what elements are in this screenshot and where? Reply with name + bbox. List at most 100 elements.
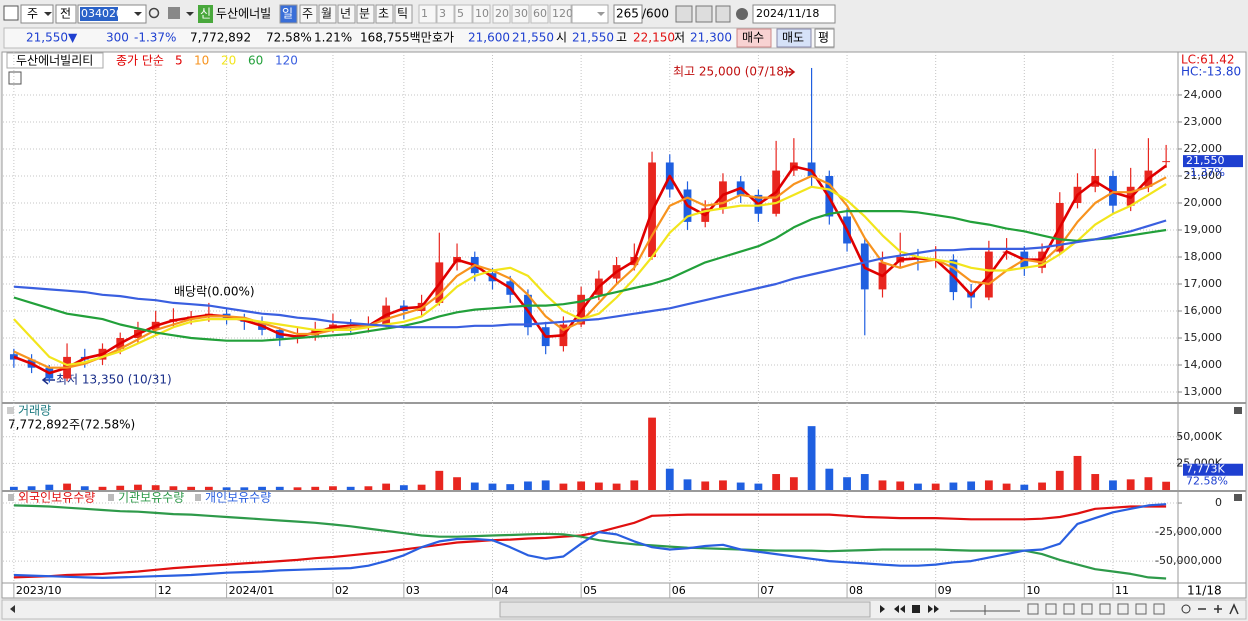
zoom-slider[interactable] (950, 605, 1020, 615)
y-tick-label: -25,000,000 (1155, 525, 1222, 538)
volume-bar (311, 486, 320, 490)
candle-body (807, 162, 816, 176)
volume-bar (878, 480, 887, 490)
interval-button[interactable] (472, 4, 491, 24)
volume-bar (594, 482, 603, 490)
volume-bar (772, 474, 781, 490)
x-tick-label: 12 (158, 584, 172, 597)
scroll-thumb[interactable] (499, 601, 871, 618)
legend-entry: 5 (175, 54, 183, 68)
period-button[interactable] (375, 4, 394, 24)
tool-icon[interactable] (695, 5, 713, 23)
volume-bar (98, 486, 107, 490)
x-tick-label: 10 (1026, 584, 1040, 597)
code-selection (80, 7, 118, 21)
zoom-buttons[interactable] (1198, 603, 1239, 615)
y-tick-label: -50,000,000 (1155, 554, 1222, 567)
sell-button[interactable] (776, 28, 812, 48)
volume-bar (984, 480, 993, 490)
period-button[interactable] (279, 4, 298, 24)
tool-icons[interactable] (1027, 603, 1165, 615)
last-price: 21,550 (1186, 154, 1225, 167)
dropdown-arrow (134, 12, 142, 16)
save-icon[interactable] (715, 5, 731, 23)
zoom-icon[interactable] (1181, 604, 1191, 614)
avg-button[interactable] (814, 28, 835, 48)
lc-label: LC:61.42 (1181, 53, 1234, 67)
interval-button[interactable] (511, 4, 530, 24)
table-icon[interactable] (8, 71, 22, 85)
volume-bar (453, 477, 461, 490)
volume-bar (612, 483, 621, 490)
period-label: 년 (340, 7, 351, 21)
volume-bar (258, 486, 266, 490)
count-input[interactable] (613, 4, 643, 24)
interval-label: 60 (533, 7, 547, 20)
market-select[interactable] (20, 4, 54, 24)
pane-close[interactable] (1234, 407, 1242, 414)
x-tick-label: 07 (760, 584, 774, 597)
volume-bar (719, 480, 727, 490)
volume-bar (559, 483, 568, 490)
volume-bar (222, 487, 231, 490)
volume-bar (1055, 470, 1064, 490)
menu-icon[interactable] (3, 5, 19, 21)
date-input[interactable] (752, 4, 836, 24)
buy-button[interactable] (736, 28, 772, 48)
open-label: 시 (556, 31, 567, 45)
period-button[interactable] (318, 4, 337, 24)
period-label: 일 (282, 7, 293, 21)
pane-close[interactable] (1234, 494, 1242, 501)
volume-bar (151, 485, 160, 490)
volume-bar (204, 486, 213, 490)
volume-bar (931, 483, 940, 490)
speaker-icon[interactable] (168, 7, 180, 19)
interval-button[interactable] (549, 4, 572, 24)
settings-icon[interactable] (736, 8, 748, 20)
x-end-label: 11/18 (1187, 584, 1222, 598)
market: 주 (27, 7, 38, 21)
interval-button[interactable] (436, 4, 455, 24)
dropdown-arrow (597, 12, 605, 16)
ask: 21,600 (468, 31, 510, 45)
period-button[interactable] (394, 4, 413, 24)
volume-bar (364, 486, 373, 490)
prefix-button[interactable] (55, 4, 77, 24)
search-icon[interactable] (148, 7, 160, 19)
scroll-left[interactable] (10, 605, 15, 613)
volume-bar (630, 480, 639, 490)
volume-bar (683, 479, 692, 490)
interval-button[interactable] (454, 4, 473, 24)
holding-line (13, 503, 1167, 579)
volume-ratio: 72.58% (266, 31, 312, 45)
volume-bar (399, 485, 408, 490)
period-button[interactable] (356, 4, 375, 24)
last-volume-tag (1183, 463, 1243, 476)
period-button[interactable] (299, 4, 318, 24)
avg: 평 (818, 31, 829, 45)
legend-marker (195, 494, 201, 501)
volume-bar (240, 487, 249, 490)
volume-bar (1002, 483, 1011, 490)
interval-button[interactable] (492, 4, 511, 24)
volume-bar (275, 486, 284, 490)
volume-bar (524, 481, 532, 490)
interval-label: 120 (552, 7, 573, 20)
x-tick-label: 03 (406, 584, 420, 597)
tool-icon[interactable] (675, 5, 693, 23)
period-button[interactable] (337, 4, 356, 24)
y-tick-label: 13,000 (1184, 385, 1223, 398)
interval-select[interactable] (571, 4, 609, 24)
interval-button[interactable] (418, 4, 437, 24)
volume-bar (116, 485, 125, 490)
volume-bar (169, 486, 178, 490)
y-tick-label: 50,000K (1176, 430, 1222, 443)
volume-bar (1073, 455, 1082, 490)
volume-bar (63, 483, 71, 490)
interval-button[interactable] (530, 4, 549, 24)
period-label: 틱 (397, 7, 408, 21)
legend-entry: 외국인보유수량 (18, 491, 95, 505)
chart-panel (1, 51, 1247, 599)
name-box (6, 52, 104, 69)
